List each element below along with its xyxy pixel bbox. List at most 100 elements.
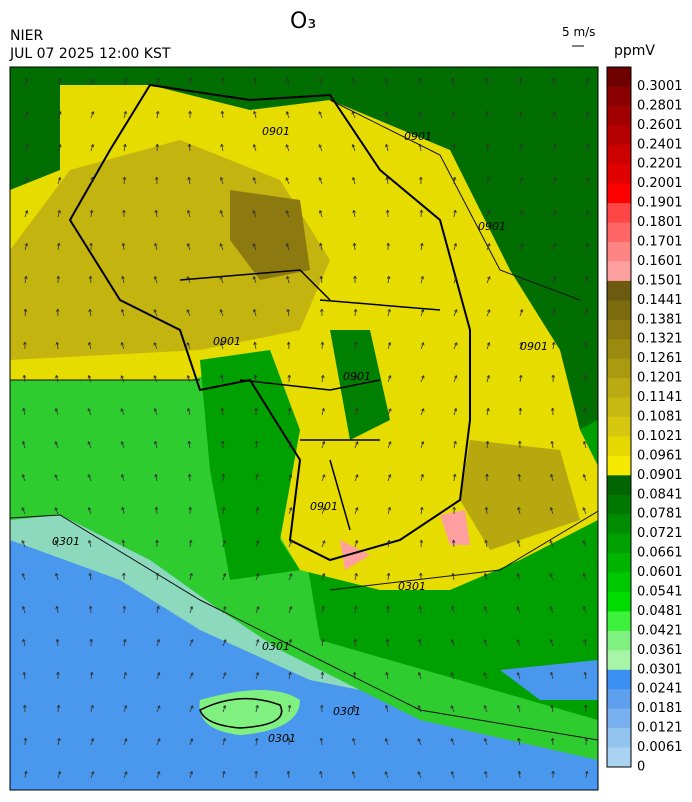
wind-arrow [188, 77, 193, 86]
wind-arrow [320, 341, 325, 350]
wind-arrow [387, 507, 392, 515]
wind-arrow [88, 572, 92, 581]
wind-arrow [123, 78, 128, 86]
wind-arrow [453, 309, 458, 317]
wind-arrow [585, 275, 589, 284]
wind-arrow [451, 110, 456, 119]
wind-arrow [452, 506, 456, 515]
wind-arrow [23, 341, 27, 350]
wind-arrow [419, 572, 423, 581]
wind-arrow [155, 110, 160, 119]
wind-arrow [23, 737, 28, 746]
wind-arrow [319, 275, 324, 284]
wind-arrow [517, 473, 522, 482]
wind-arrow [417, 771, 422, 779]
wind-arrow [120, 408, 125, 416]
wind-arrow [189, 771, 194, 779]
wind-arrow [123, 771, 128, 779]
wind-arrow [288, 671, 292, 680]
wind-arrow [56, 671, 60, 680]
wind-arrow [255, 473, 259, 482]
wind-arrow [583, 407, 587, 416]
contour-label: 0901 [343, 370, 371, 383]
wind-arrow [353, 275, 357, 284]
colorbar-swatch [607, 514, 631, 535]
wind-arrow [483, 738, 488, 746]
wind-arrow [354, 408, 359, 416]
wind-arrow [417, 738, 422, 746]
wind-arrow [24, 275, 28, 284]
wind-arrow [485, 440, 490, 449]
wind-arrow [354, 507, 359, 515]
wind-arrow [123, 705, 128, 713]
colorbar-label: 0.0661 [637, 546, 683, 561]
wind-arrow [582, 606, 587, 614]
wind-arrow [452, 176, 457, 185]
wind-arrow [320, 671, 325, 680]
wind-arrow [552, 77, 556, 86]
wind-arrow [453, 375, 458, 383]
wind-arrow [452, 143, 456, 152]
wind-arrow [189, 738, 194, 746]
wind-arrow [285, 144, 290, 152]
wind-arrow [219, 210, 224, 218]
wind-arrow [387, 474, 392, 482]
wind-arrow [23, 704, 27, 713]
wind-arrow [222, 539, 226, 548]
wind-arrow [222, 506, 226, 515]
wind-arrow [120, 375, 125, 383]
contour-label: 0901 [310, 500, 338, 513]
wind-arrow [187, 209, 191, 218]
wind-arrow [517, 770, 522, 779]
title: O₃ [290, 9, 316, 34]
wind-arrow [451, 77, 455, 86]
wind-arrow [22, 374, 27, 383]
wind-arrow [88, 539, 92, 548]
wind-arrow [420, 342, 425, 350]
wind-arrow [222, 606, 227, 614]
wind-arrow [221, 77, 225, 86]
wind-arrow [319, 242, 323, 251]
wind-arrow [519, 341, 523, 350]
wind-arrow [255, 573, 260, 581]
colorbar-swatch [607, 242, 631, 262]
wind-arrow [483, 639, 488, 647]
wind-arrow [285, 111, 290, 119]
wind-arrow [24, 78, 29, 86]
colorbar-label: 0.1261 [637, 351, 683, 366]
wind-arrow [55, 638, 60, 647]
wind-arrow [123, 110, 127, 119]
wind-arrow [155, 539, 159, 548]
wind-arrow [222, 770, 226, 779]
colorbar-frame [606, 66, 632, 768]
wind-arrow [21, 573, 26, 581]
wind-arrow [551, 770, 555, 779]
wind-arrow [386, 275, 391, 284]
wind-arrow [253, 374, 258, 383]
wind-arrow [252, 144, 257, 152]
wind-arrow [550, 704, 554, 713]
wind-arrow [351, 771, 356, 779]
wind-arrow [518, 407, 523, 416]
wind-arrow [320, 308, 324, 317]
wind-arrow [189, 606, 194, 614]
wind-arrow [484, 77, 489, 86]
wind-arrow [550, 671, 554, 680]
wind-arrow [420, 408, 425, 416]
wind-arrow [550, 473, 554, 482]
wind-arrow [57, 78, 62, 86]
colorbar-swatch [607, 747, 631, 768]
wind-arrow [582, 573, 587, 581]
wind-arrow [123, 638, 127, 647]
wind-arrow [186, 243, 191, 251]
wind-arrow [319, 770, 323, 779]
wind-arrow [123, 738, 128, 746]
colorbar-swatch [607, 494, 631, 515]
wind-arrow [255, 639, 260, 647]
wind-arrow [354, 441, 359, 449]
colorbar-swatch [607, 397, 631, 418]
wind-arrow [286, 275, 290, 284]
wind-arrow [55, 341, 60, 350]
wind-arrow [57, 111, 62, 119]
wind-arrow [418, 110, 422, 119]
